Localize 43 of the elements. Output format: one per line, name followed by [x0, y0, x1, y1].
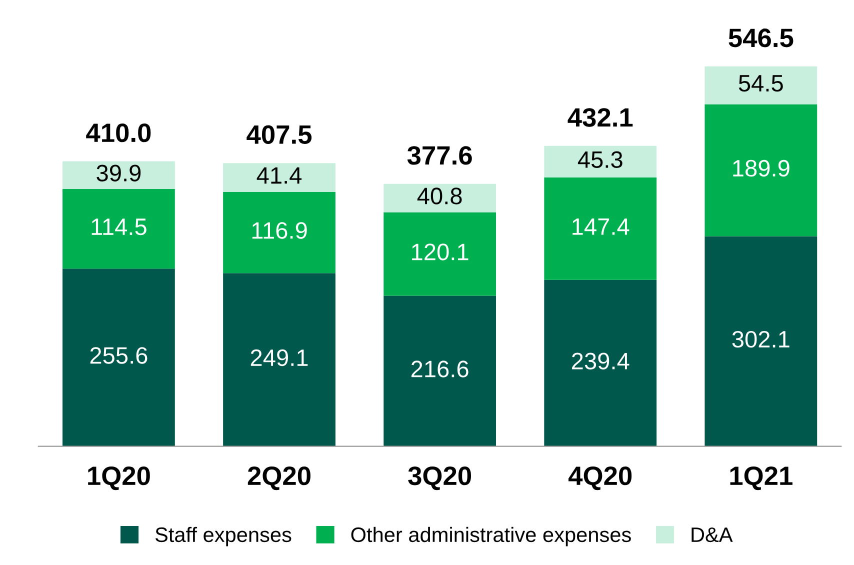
data-label: 302.1 — [732, 330, 790, 348]
bar — [223, 273, 336, 446]
bar — [704, 236, 818, 446]
total-label: 410.0 — [86, 123, 151, 142]
data-label: 39.9 — [96, 164, 141, 182]
x-tick-label: 3Q20 — [408, 466, 472, 490]
bar — [223, 192, 336, 274]
bar — [544, 177, 657, 280]
bar — [62, 189, 175, 269]
bar — [544, 280, 657, 446]
data-label: 147.4 — [572, 218, 630, 235]
data-label: 255.6 — [90, 347, 148, 364]
total-label: 432.1 — [568, 108, 633, 127]
total-label: 407.5 — [246, 125, 312, 144]
bar — [704, 66, 818, 104]
data-label: 216.6 — [411, 360, 468, 378]
total-label: 377.6 — [407, 146, 472, 165]
data-label: 114.5 — [92, 218, 146, 236]
legend-label: Staff expenses — [155, 526, 292, 546]
bar — [384, 184, 496, 212]
x-tick-label: 1Q20 — [88, 466, 150, 490]
bar — [704, 104, 818, 236]
bar — [62, 161, 175, 190]
x-tick-label: 2Q20 — [248, 466, 310, 490]
bar — [544, 146, 657, 178]
bar — [384, 296, 496, 446]
bar — [384, 212, 496, 296]
legend-label: D&A — [692, 528, 733, 542]
data-label: 40.8 — [417, 188, 462, 204]
total-label: 546.5 — [728, 28, 794, 48]
bar — [62, 268, 175, 446]
data-label: 116.9 — [252, 222, 307, 239]
data-label: 249.1 — [250, 349, 308, 366]
data-label: 120.1 — [412, 244, 468, 260]
x-tick-label: 4Q20 — [568, 466, 632, 490]
data-label: 239.4 — [572, 352, 630, 370]
data-label: 45.3 — [578, 151, 622, 168]
data-label: 54.5 — [738, 75, 783, 92]
data-label: 41.4 — [256, 167, 302, 184]
x-tick-label: 1Q21 — [730, 466, 792, 490]
legend-label: Other administrative expenses — [351, 526, 631, 546]
data-label: 189.9 — [733, 160, 790, 177]
bar — [223, 163, 336, 192]
